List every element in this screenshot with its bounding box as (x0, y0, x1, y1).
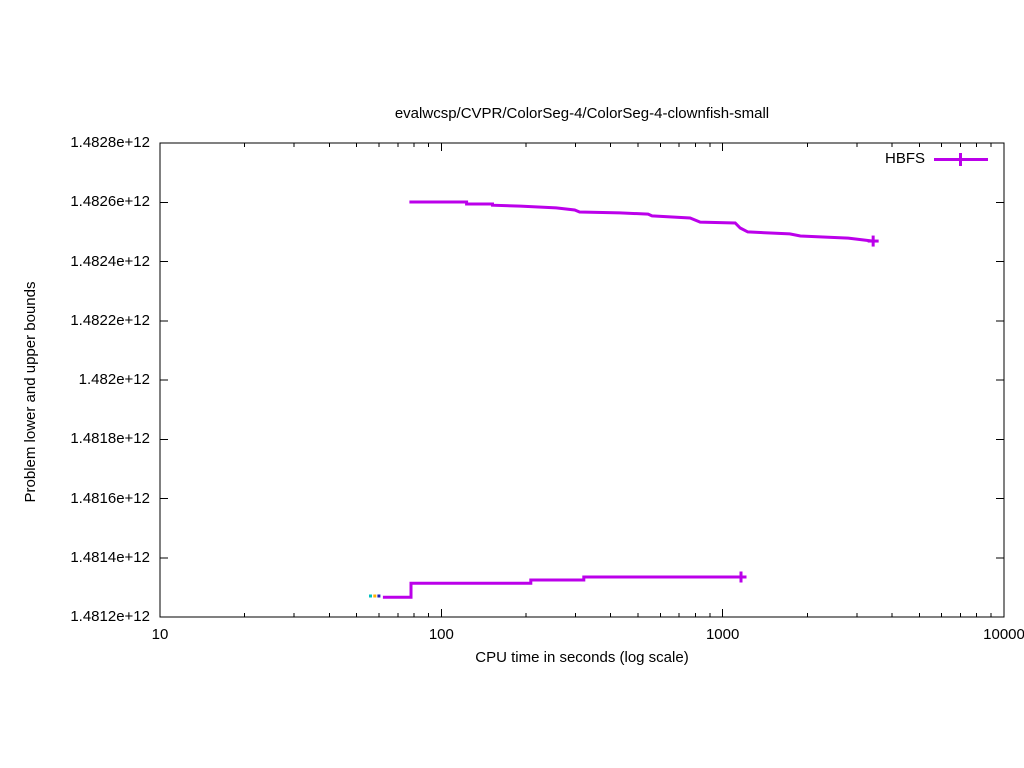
x-tick-label-100: 100 (428, 626, 454, 643)
scatter-dot (369, 594, 372, 598)
y-tick-label-1.4812e+12: 1.4812e+12 (70, 608, 150, 625)
plot-border (159, 142, 1005, 618)
series-line (409, 200, 874, 243)
series-line (382, 575, 741, 599)
y-tick-label-1.4824e+12: 1.4824e+12 (70, 252, 150, 270)
legend-line-sample (934, 150, 988, 168)
y-tick-label-1.4822e+12: 1.4822e+12 (70, 311, 150, 329)
y-tick-label-1.4818e+12: 1.4818e+12 (70, 430, 150, 448)
scatter-dot (377, 594, 381, 598)
x-tick-label-1000: 1000 (705, 626, 740, 643)
y-tick-label-1.482e+12: 1.482e+12 (78, 371, 150, 388)
legend-plus-marker (959, 153, 962, 166)
x-tick-label-10: 10 (151, 626, 169, 643)
y-tick-label-1.4814e+12: 1.4814e+12 (70, 548, 150, 566)
scatter-dot (373, 594, 377, 598)
y-tick-label-1.4826e+12: 1.4826e+12 (70, 193, 150, 211)
legend: HBFS (820, 150, 988, 168)
x-axis-label: CPU time in seconds (log scale) (475, 649, 689, 666)
x-tick-label-10000: 10000 (983, 626, 1024, 643)
legend-label-hbfs: HBFS (884, 150, 925, 167)
chart-title: evalwcsp/CVPR/ColorSeg-4/ColorSeg-4-clow… (394, 105, 770, 122)
y-tick-label-1.4828e+12: 1.4828e+12 (70, 134, 150, 151)
y-tick-label-1.4816e+12: 1.4816e+12 (70, 489, 150, 507)
